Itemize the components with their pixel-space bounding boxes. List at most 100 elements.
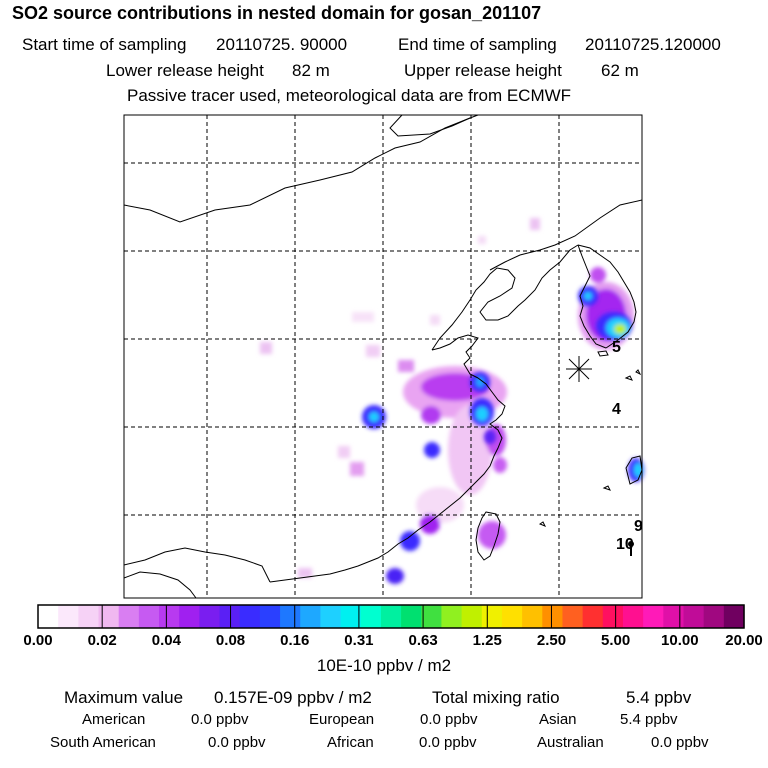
taiwan-coast bbox=[475, 511, 501, 561]
colorbar-cell bbox=[58, 605, 79, 628]
plume-speck bbox=[338, 446, 350, 458]
trajectory-label-10: 10 bbox=[616, 536, 634, 553]
trajectory-labels: 5 4 9 10 bbox=[612, 339, 643, 553]
korea-west-coast bbox=[577, 244, 607, 349]
plume-fuzhou bbox=[420, 514, 440, 534]
shandong-coast bbox=[431, 334, 479, 379]
colorbar-cell bbox=[38, 605, 59, 628]
colorbar-cell bbox=[421, 605, 443, 628]
colorbar-cell bbox=[179, 605, 200, 628]
colorbar-tick-label: 5.00 bbox=[601, 632, 631, 649]
colorbar-cell bbox=[501, 605, 523, 628]
colorbar-cell bbox=[582, 605, 604, 628]
region-name: South American bbox=[50, 734, 156, 751]
colorbar-cell bbox=[280, 605, 301, 628]
plume-fujian-halo bbox=[416, 487, 464, 523]
colorbar-cell bbox=[663, 605, 685, 628]
total-mixing-label: Total mixing ratio bbox=[432, 688, 560, 707]
plume-speck bbox=[398, 360, 414, 372]
colorbar-tick-label: 0.08 bbox=[215, 632, 246, 649]
colorbar-cell bbox=[723, 605, 745, 628]
region-value: 0.0 ppbv bbox=[419, 734, 477, 751]
colorbar-separators bbox=[101, 605, 681, 628]
colorbar-tick-label: 0.31 bbox=[344, 632, 374, 649]
receptor-marker bbox=[566, 356, 592, 382]
colorbar-cell bbox=[461, 605, 483, 628]
region-name: European bbox=[309, 711, 375, 728]
core-busan-inner bbox=[614, 324, 626, 334]
colorbar-tick-label: 2.50 bbox=[536, 632, 567, 649]
colorbar-cell bbox=[340, 605, 362, 628]
trajectory-label-4: 4 bbox=[612, 401, 621, 418]
core-nantong-inner bbox=[476, 377, 484, 387]
trajectory-label-5: 5 bbox=[612, 339, 621, 356]
hainan-south-coast bbox=[123, 547, 271, 583]
core-kyushu-inner bbox=[634, 463, 642, 477]
end-time-label: End time of sampling bbox=[398, 35, 557, 54]
vietnam-border bbox=[123, 571, 197, 599]
colorbar-cell bbox=[300, 605, 321, 628]
colorbar-cell bbox=[522, 605, 543, 628]
colorbar-cell bbox=[602, 605, 624, 628]
start-time-value: 20110725. 90000 bbox=[216, 35, 348, 54]
lat-lon-grid bbox=[124, 115, 642, 598]
plume-speck bbox=[298, 568, 312, 578]
colorbar-frame bbox=[37, 604, 745, 629]
region-name: African bbox=[327, 734, 374, 751]
colorbar-cell bbox=[138, 605, 160, 628]
lower-height-label: Lower release height bbox=[106, 61, 264, 80]
colorbar-cell bbox=[219, 605, 241, 628]
colorbar-cell bbox=[703, 605, 725, 628]
plume-zhejiang bbox=[493, 457, 507, 473]
colorbar-cell bbox=[562, 605, 584, 628]
island-speck bbox=[602, 485, 611, 491]
total-mixing-value: 5.4 ppbv bbox=[626, 688, 692, 707]
plume-speck bbox=[430, 315, 440, 325]
plume-speck bbox=[478, 236, 486, 244]
concentration-cores bbox=[362, 286, 644, 584]
map-frame bbox=[123, 114, 643, 599]
tracer-note: Passive tracer used, meteorological data… bbox=[127, 86, 572, 105]
colorbar-cell bbox=[441, 605, 463, 628]
region-value: 0.0 ppbv bbox=[191, 711, 249, 728]
plume-speck bbox=[260, 342, 272, 354]
colorbar-cell bbox=[401, 605, 422, 628]
colorbar-cell bbox=[542, 605, 564, 628]
plume-speck bbox=[530, 218, 540, 230]
colorbar-tick-label: 20.00 bbox=[725, 632, 763, 649]
max-value-label: Maximum value bbox=[64, 688, 184, 707]
colorbar-tick-label: 0.63 bbox=[408, 632, 438, 649]
colorbar-cell bbox=[643, 605, 664, 628]
region-value: 0.0 ppbv bbox=[651, 734, 709, 751]
plume-north-korea bbox=[590, 267, 606, 283]
region-name: Australian bbox=[537, 734, 604, 751]
plume-nanjing bbox=[421, 406, 441, 424]
colorbar-cell bbox=[683, 605, 705, 628]
colorbar-cell bbox=[622, 605, 644, 628]
colorbar-cell bbox=[360, 605, 382, 628]
plume-speck bbox=[352, 312, 374, 322]
region-value: 0.0 ppbv bbox=[420, 711, 478, 728]
colorbar-tick-label: 0.00 bbox=[23, 632, 53, 649]
region-name: Asian bbox=[539, 711, 577, 728]
core-shantou bbox=[386, 568, 404, 584]
end-time-value: 20110725.120000 bbox=[585, 35, 721, 54]
trajectory-label-9: 9 bbox=[634, 518, 643, 535]
korea-east-coast bbox=[577, 244, 637, 349]
map-title: SO2 source contributions in nested domai… bbox=[12, 3, 542, 23]
colorbar-cell bbox=[239, 605, 261, 628]
colorbar-cell bbox=[199, 605, 221, 628]
colorbar-tick-label: 0.02 bbox=[87, 632, 117, 649]
colorbar-cell bbox=[320, 605, 342, 628]
core-seoul-inner bbox=[584, 292, 592, 300]
plume-speck bbox=[350, 462, 364, 476]
upper-height-value: 62 m bbox=[601, 61, 639, 80]
island-speck bbox=[538, 521, 547, 527]
island-speck bbox=[635, 369, 642, 376]
colorbar-cell bbox=[481, 605, 503, 628]
start-time-label: Start time of sampling bbox=[22, 35, 187, 54]
core-shanghai-inner bbox=[476, 407, 488, 421]
colorbar-tick-label: 1.25 bbox=[472, 632, 502, 649]
